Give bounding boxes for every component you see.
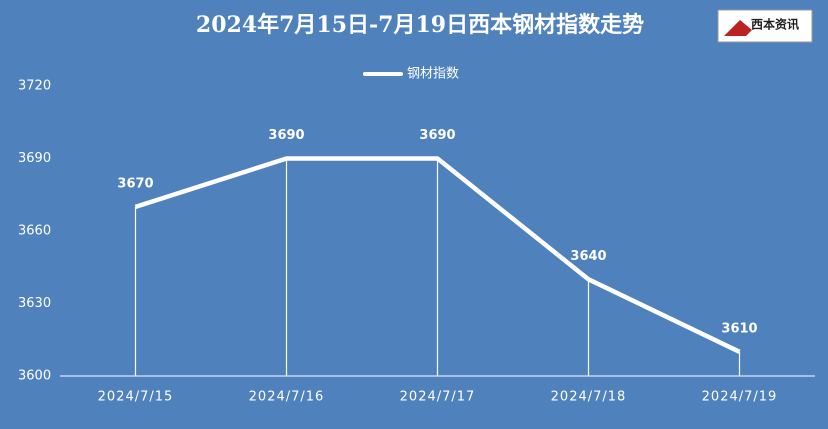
x-tick-label: 2024/7/17 bbox=[400, 390, 476, 405]
y-tick-label: 3600 bbox=[18, 369, 51, 384]
data-label: 3610 bbox=[721, 321, 757, 336]
data-label: 3670 bbox=[117, 176, 153, 191]
y-tick-label: 3660 bbox=[18, 224, 51, 239]
x-tick-label: 2024/7/15 bbox=[98, 390, 174, 405]
x-tick-label: 2024/7/18 bbox=[551, 390, 627, 405]
y-tick-label: 3630 bbox=[18, 296, 51, 311]
logo: 西本资讯 bbox=[717, 9, 813, 43]
x-tick-label: 2024/7/16 bbox=[249, 390, 325, 405]
data-label: 3640 bbox=[570, 249, 606, 264]
series-line bbox=[134, 156, 741, 354]
logo-mark bbox=[724, 20, 752, 36]
y-tick-label: 3690 bbox=[18, 151, 51, 166]
data-label: 3690 bbox=[419, 128, 455, 143]
y-tick-label: 3720 bbox=[18, 79, 51, 94]
logo-box bbox=[717, 9, 813, 43]
logo-text: 西本资讯 bbox=[751, 17, 799, 32]
x-tick-label: 2024/7/19 bbox=[702, 390, 778, 405]
chart-title: 2024年7月15日-7月19日西本钢材指数走势 bbox=[196, 12, 644, 38]
data-label: 3690 bbox=[268, 128, 304, 143]
legend-label: 钢材指数 bbox=[407, 67, 459, 82]
